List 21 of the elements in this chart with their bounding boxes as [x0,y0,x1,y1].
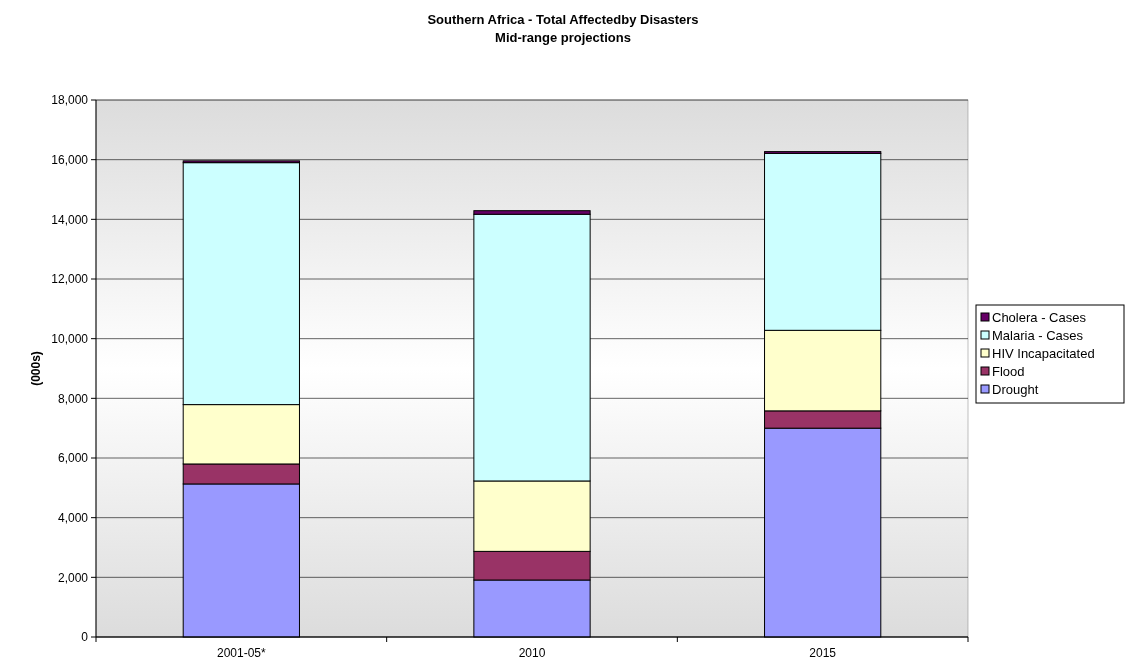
legend-label: Malaria - Cases [992,327,1084,343]
legend-label: Drought [992,381,1039,397]
y-tick-label: 14,000 [51,212,89,227]
x-tick-label: 2001-05* [216,646,267,660]
y-axis-title: (000s) [29,351,43,386]
y-tick-label: 2,000 [57,570,89,585]
chart-title: Southern Africa - Total Affectedby Disasters [427,12,699,27]
legend-label: HIV Incapacitated [992,345,1095,361]
y-tick-label: 16,000 [51,152,89,167]
y-tick-label: 18,000 [51,93,89,108]
y-tick-label: 10,000 [51,331,89,346]
y-tick-label: 8,000 [57,391,89,406]
y-tick-label: 4,000 [57,510,89,525]
y-tick-label: 0 [81,630,89,645]
x-tick-label: 2015 [809,646,837,660]
y-tick-label: 6,000 [57,451,89,466]
legend-label: Cholera - Cases [992,309,1087,325]
x-tick-label: 2010 [518,646,546,660]
legend-label: Flood [992,363,1025,379]
chart-subtitle: Mid-range projections [495,30,631,45]
y-tick-label: 12,000 [51,272,89,287]
